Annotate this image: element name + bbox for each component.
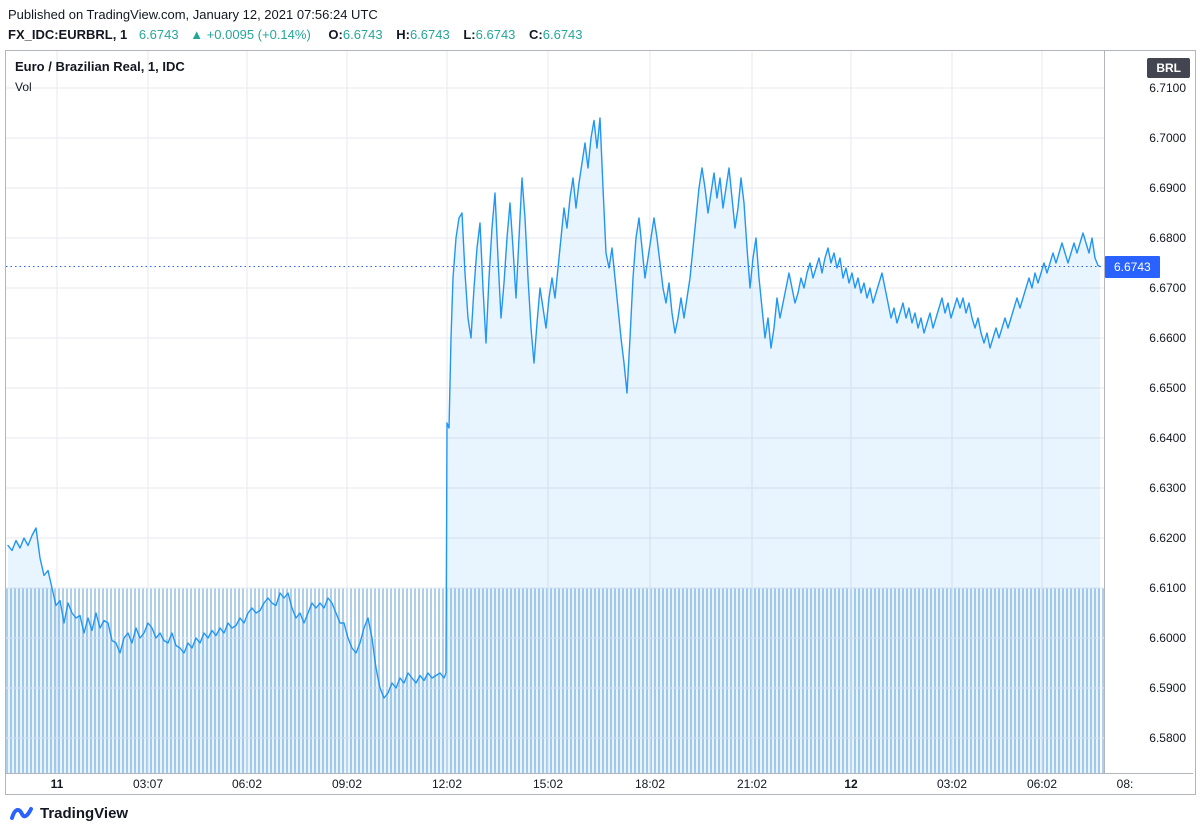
volume-bars [6, 588, 1104, 773]
time-axis-label: 21:02 [736, 777, 768, 791]
high-value: H:6.6743 [396, 27, 450, 42]
currency-badge[interactable]: BRL [1147, 58, 1190, 78]
chart-container: Euro / Brazilian Real, 1, IDC Vol BRL 6.… [5, 50, 1196, 795]
symbol-info-bar: FX_IDC:EURBRL, 1 6.6743 ▲ +0.0095 (+0.14… [8, 27, 593, 42]
price-axis-label: 6.6100 [1149, 581, 1186, 595]
price-axis-label: 6.5800 [1149, 731, 1186, 745]
price-axis-label: 6.6600 [1149, 331, 1186, 345]
price-axis-label: 6.6200 [1149, 531, 1186, 545]
price-axis-label: 6.6700 [1149, 281, 1186, 295]
time-axis-label: 09:02 [331, 777, 363, 791]
high-label: H: [396, 27, 410, 42]
price-axis-label: 6.6500 [1149, 381, 1186, 395]
time-axis-label: 06:02 [1026, 777, 1058, 791]
published-line: Published on TradingView.com, January 12… [8, 7, 378, 22]
plot-area[interactable]: Euro / Brazilian Real, 1, IDC Vol [6, 51, 1105, 773]
close-label: C: [529, 27, 543, 42]
symbol-name: FX_IDC:EURBRL, 1 [8, 27, 128, 42]
current-price-tag: 6.6743 [1105, 255, 1160, 278]
up-arrow-icon: ▲ [190, 27, 204, 42]
time-axis[interactable]: 11 03:07 06:02 09:02 12:02 15:02 18:02 21:02 12 0… [6, 773, 1193, 793]
price-axis-label: 6.5900 [1149, 681, 1186, 695]
time-axis-label: 03:02 [936, 777, 968, 791]
price-axis-label: 6.7100 [1149, 81, 1186, 95]
last-price: 6.6743 [138, 27, 179, 42]
low-value: L:6.6743 [463, 27, 516, 42]
change-text: +0.0095 (+0.14%) [206, 27, 311, 42]
price-series-svg [6, 51, 1104, 773]
tradingview-brand-text[interactable]: TradingView [40, 805, 129, 822]
open-label: O: [328, 27, 343, 42]
volume-indicator-label[interactable]: Vol [15, 80, 32, 94]
low-label: L: [463, 27, 476, 42]
time-axis-label: 08: [1116, 777, 1134, 791]
chart-legend: Euro / Brazilian Real, 1, IDC Vol [15, 59, 185, 94]
tradingview-logo-icon [10, 807, 33, 820]
price-axis-label: 6.6900 [1149, 181, 1186, 195]
price-axis[interactable]: BRL 6.6743 6.7100 6.7000 6.6900 6.6800 6.670… [1105, 51, 1193, 773]
price-change: ▲ +0.0095 (+0.14%) [190, 27, 311, 42]
price-axis-label: 6.6300 [1149, 481, 1186, 495]
price-axis-label: 6.7000 [1149, 131, 1186, 145]
open-value: O:6.6743 [328, 27, 383, 42]
chart-title[interactable]: Euro / Brazilian Real, 1, IDC [15, 59, 185, 74]
tradingview-footer: TradingView [10, 805, 128, 822]
close-value: C:6.6743 [529, 27, 583, 42]
price-axis-label: 6.6400 [1149, 431, 1186, 445]
time-axis-label: 18:02 [634, 777, 666, 791]
price-axis-label: 6.6000 [1149, 631, 1186, 645]
time-axis-label: 12 [844, 777, 858, 791]
price-axis-label: 6.6800 [1149, 231, 1186, 245]
time-axis-label: 11 [50, 777, 64, 791]
time-axis-label: 12:02 [431, 777, 463, 791]
time-axis-label: 15:02 [532, 777, 564, 791]
time-axis-label: 03:07 [132, 777, 164, 791]
time-axis-label: 06:02 [231, 777, 263, 791]
